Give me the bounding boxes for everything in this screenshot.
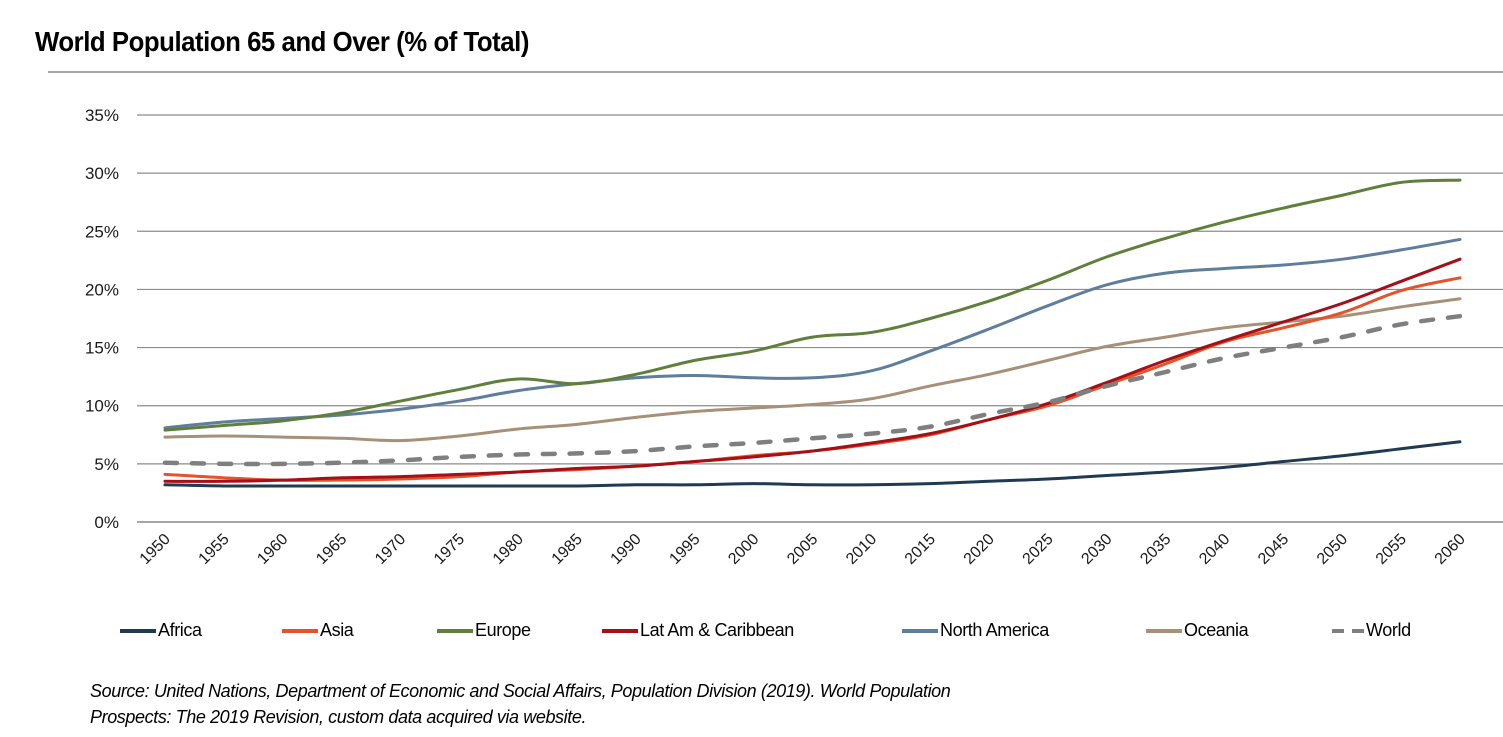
x-tick-label: 1960: [254, 531, 291, 568]
x-tick-label: 1985: [549, 531, 586, 568]
legend-swatch-world: [1328, 628, 1364, 633]
legend: Africa Asia Europe Lat Am & Caribbean No…: [0, 620, 1503, 644]
x-tick-label: 2015: [902, 531, 939, 568]
y-tick-label: 5%: [94, 455, 119, 474]
y-tick-label: 35%: [85, 106, 119, 125]
legend-item-asia: Asia: [282, 620, 354, 641]
x-tick-label: 2050: [1314, 531, 1351, 568]
y-tick-label: 15%: [85, 339, 119, 358]
legend-swatch-latam: [602, 628, 638, 633]
series-line-north-america: [163, 237, 1462, 430]
x-tick-label: 2005: [784, 531, 821, 568]
x-tick-label: 2060: [1432, 531, 1469, 568]
y-tick-label: 10%: [85, 397, 119, 416]
legend-swatch-north-america: [902, 628, 938, 633]
x-axis-ticks: 1950 1955 1960 1965 1970 1975 1980 1985 1990 1995…: [137, 531, 1469, 568]
y-tick-label: 0%: [94, 513, 119, 532]
legend-item-world: World: [1328, 620, 1411, 641]
legend-item-africa: Africa: [120, 620, 202, 641]
y-tick-label: 20%: [85, 280, 119, 299]
y-axis-ticks: 0% 5% 10% 15% 20% 25% 30% 35%: [85, 106, 119, 532]
x-tick-label: 2035: [1137, 531, 1174, 568]
legend-swatch-oceania: [1146, 628, 1182, 633]
series-line-lat-am-caribbean: [163, 257, 1462, 483]
series-line-oceania: [163, 297, 1462, 443]
legend-label: Africa: [158, 620, 202, 640]
legend-label: Europe: [475, 620, 531, 640]
y-tick-label: 25%: [85, 222, 119, 241]
x-tick-label: 1975: [431, 531, 468, 568]
legend-swatch-asia: [282, 628, 318, 633]
series-line-europe: [163, 178, 1462, 432]
legend-swatch-europe: [437, 628, 473, 633]
series-lines: [162, 178, 1463, 488]
y-tick-label: 30%: [85, 164, 119, 183]
legend-label: Lat Am & Caribbean: [640, 620, 794, 640]
legend-label: Oceania: [1184, 620, 1249, 640]
chart-title: World Population 65 and Over (% of Total…: [35, 26, 529, 57]
x-tick-label: 1970: [372, 531, 409, 568]
x-tick-label: 2045: [1255, 531, 1292, 568]
title-divider: [48, 71, 1503, 73]
x-tick-label: 2010: [843, 531, 880, 568]
source-line-2: Prospects: The 2019 Revision, custom dat…: [90, 707, 587, 727]
legend-label: North America: [940, 620, 1049, 640]
source-line-1: Source: United Nations, Department of Ec…: [90, 681, 951, 701]
x-tick-label: 1990: [608, 531, 645, 568]
series-line-africa: [163, 440, 1462, 488]
x-tick-label: 2040: [1196, 531, 1233, 568]
line-chart: 0%5%10%15%20%25%30%35% 1950 1955 1960 1965 1…: [85, 106, 1503, 568]
x-tick-label: 2030: [1078, 531, 1115, 568]
x-tick-label: 1950: [137, 531, 174, 568]
legend-label: World: [1366, 620, 1411, 640]
x-tick-label: 1955: [196, 531, 233, 568]
x-tick-label: 2055: [1373, 531, 1410, 568]
legend-item-latam: Lat Am & Caribbean: [602, 620, 794, 641]
x-tick-label: 2020: [961, 531, 998, 568]
x-tick-label: 2025: [1020, 531, 1057, 568]
legend-swatch-africa: [120, 628, 156, 633]
legend-item-oceania: Oceania: [1146, 620, 1249, 641]
x-tick-label: 1980: [490, 531, 527, 568]
legend-item-north-america: North America: [902, 620, 1049, 641]
x-tick-label: 2000: [725, 531, 762, 568]
series-line-world: [162, 313, 1463, 467]
x-tick-label: 1995: [666, 531, 703, 568]
source-note: Source: United Nations, Department of Ec…: [90, 678, 951, 730]
legend-label: Asia: [320, 620, 354, 640]
legend-item-europe: Europe: [437, 620, 531, 641]
x-tick-label: 1965: [313, 531, 350, 568]
